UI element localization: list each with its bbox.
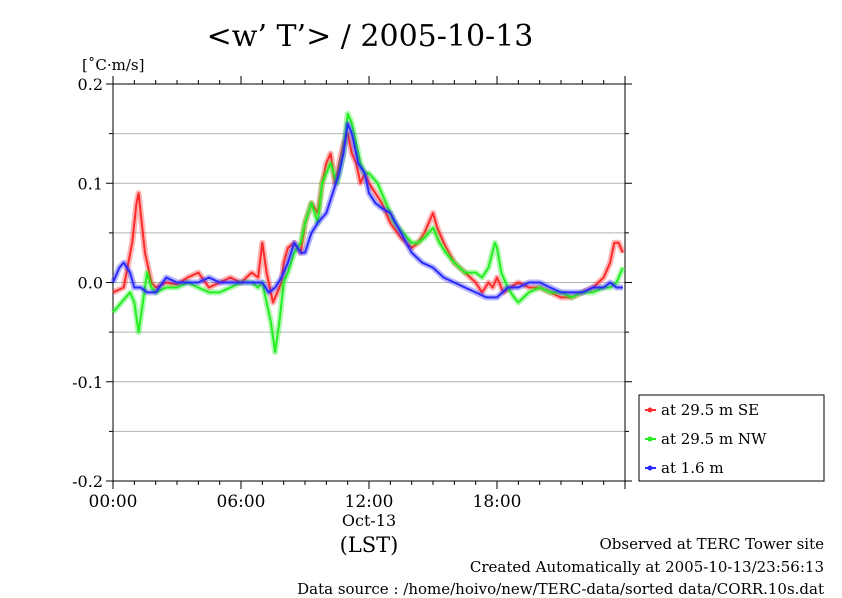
footer-created-text: Created Automatically at 2005-10-13/23:5… bbox=[469, 558, 824, 576]
legend-marker bbox=[647, 407, 653, 413]
chart-title: <w’ T’> / 2005-10-13 bbox=[207, 19, 534, 54]
legend-box bbox=[638, 394, 825, 482]
footer-site-text: Observed at TERC Tower site bbox=[599, 535, 824, 553]
legend-marker bbox=[647, 465, 653, 471]
series-line-2 bbox=[112, 112, 624, 353]
legend-label: at 29.5 m NW bbox=[661, 430, 767, 448]
series-line-3 bbox=[112, 122, 623, 299]
legend-marker bbox=[647, 436, 653, 442]
footer-source-text: Data source : /home/hoivo/new/TERC-data/… bbox=[297, 580, 824, 598]
y-tick-label: 0.2 bbox=[78, 75, 103, 94]
x-tick-label: 12:00 bbox=[345, 492, 394, 512]
y-tick-label: 0.1 bbox=[78, 174, 103, 193]
x-tick-label: 00:00 bbox=[89, 492, 138, 512]
y-tick-label: -0.2 bbox=[72, 472, 103, 491]
x-tick-label: 18:00 bbox=[473, 492, 522, 512]
axis-ticks: -0.2 -0.1 0.0 0.1 0.2 00:00 06:00 12:00 18:00 bbox=[72, 75, 632, 512]
x-axis-unit-label: (LST) bbox=[340, 533, 399, 557]
legend: at 29.5 m SE at 29.5 m NW at 1.6 m bbox=[638, 394, 825, 482]
x-tick-label: 06:00 bbox=[217, 492, 266, 512]
x-axis-date-label: Oct-13 bbox=[342, 511, 396, 530]
legend-label: at 29.5 m SE bbox=[661, 401, 759, 419]
series-line-halo-3 bbox=[110, 120, 623, 301]
y-axis-unit-label: [˚C·m/s] bbox=[82, 56, 144, 74]
y-tick-label: -0.1 bbox=[72, 373, 103, 392]
legend-label: at 1.6 m bbox=[661, 459, 724, 477]
series-line-1 bbox=[112, 132, 624, 304]
series-lines bbox=[110, 110, 626, 355]
y-tick-label: 0.0 bbox=[78, 274, 103, 293]
